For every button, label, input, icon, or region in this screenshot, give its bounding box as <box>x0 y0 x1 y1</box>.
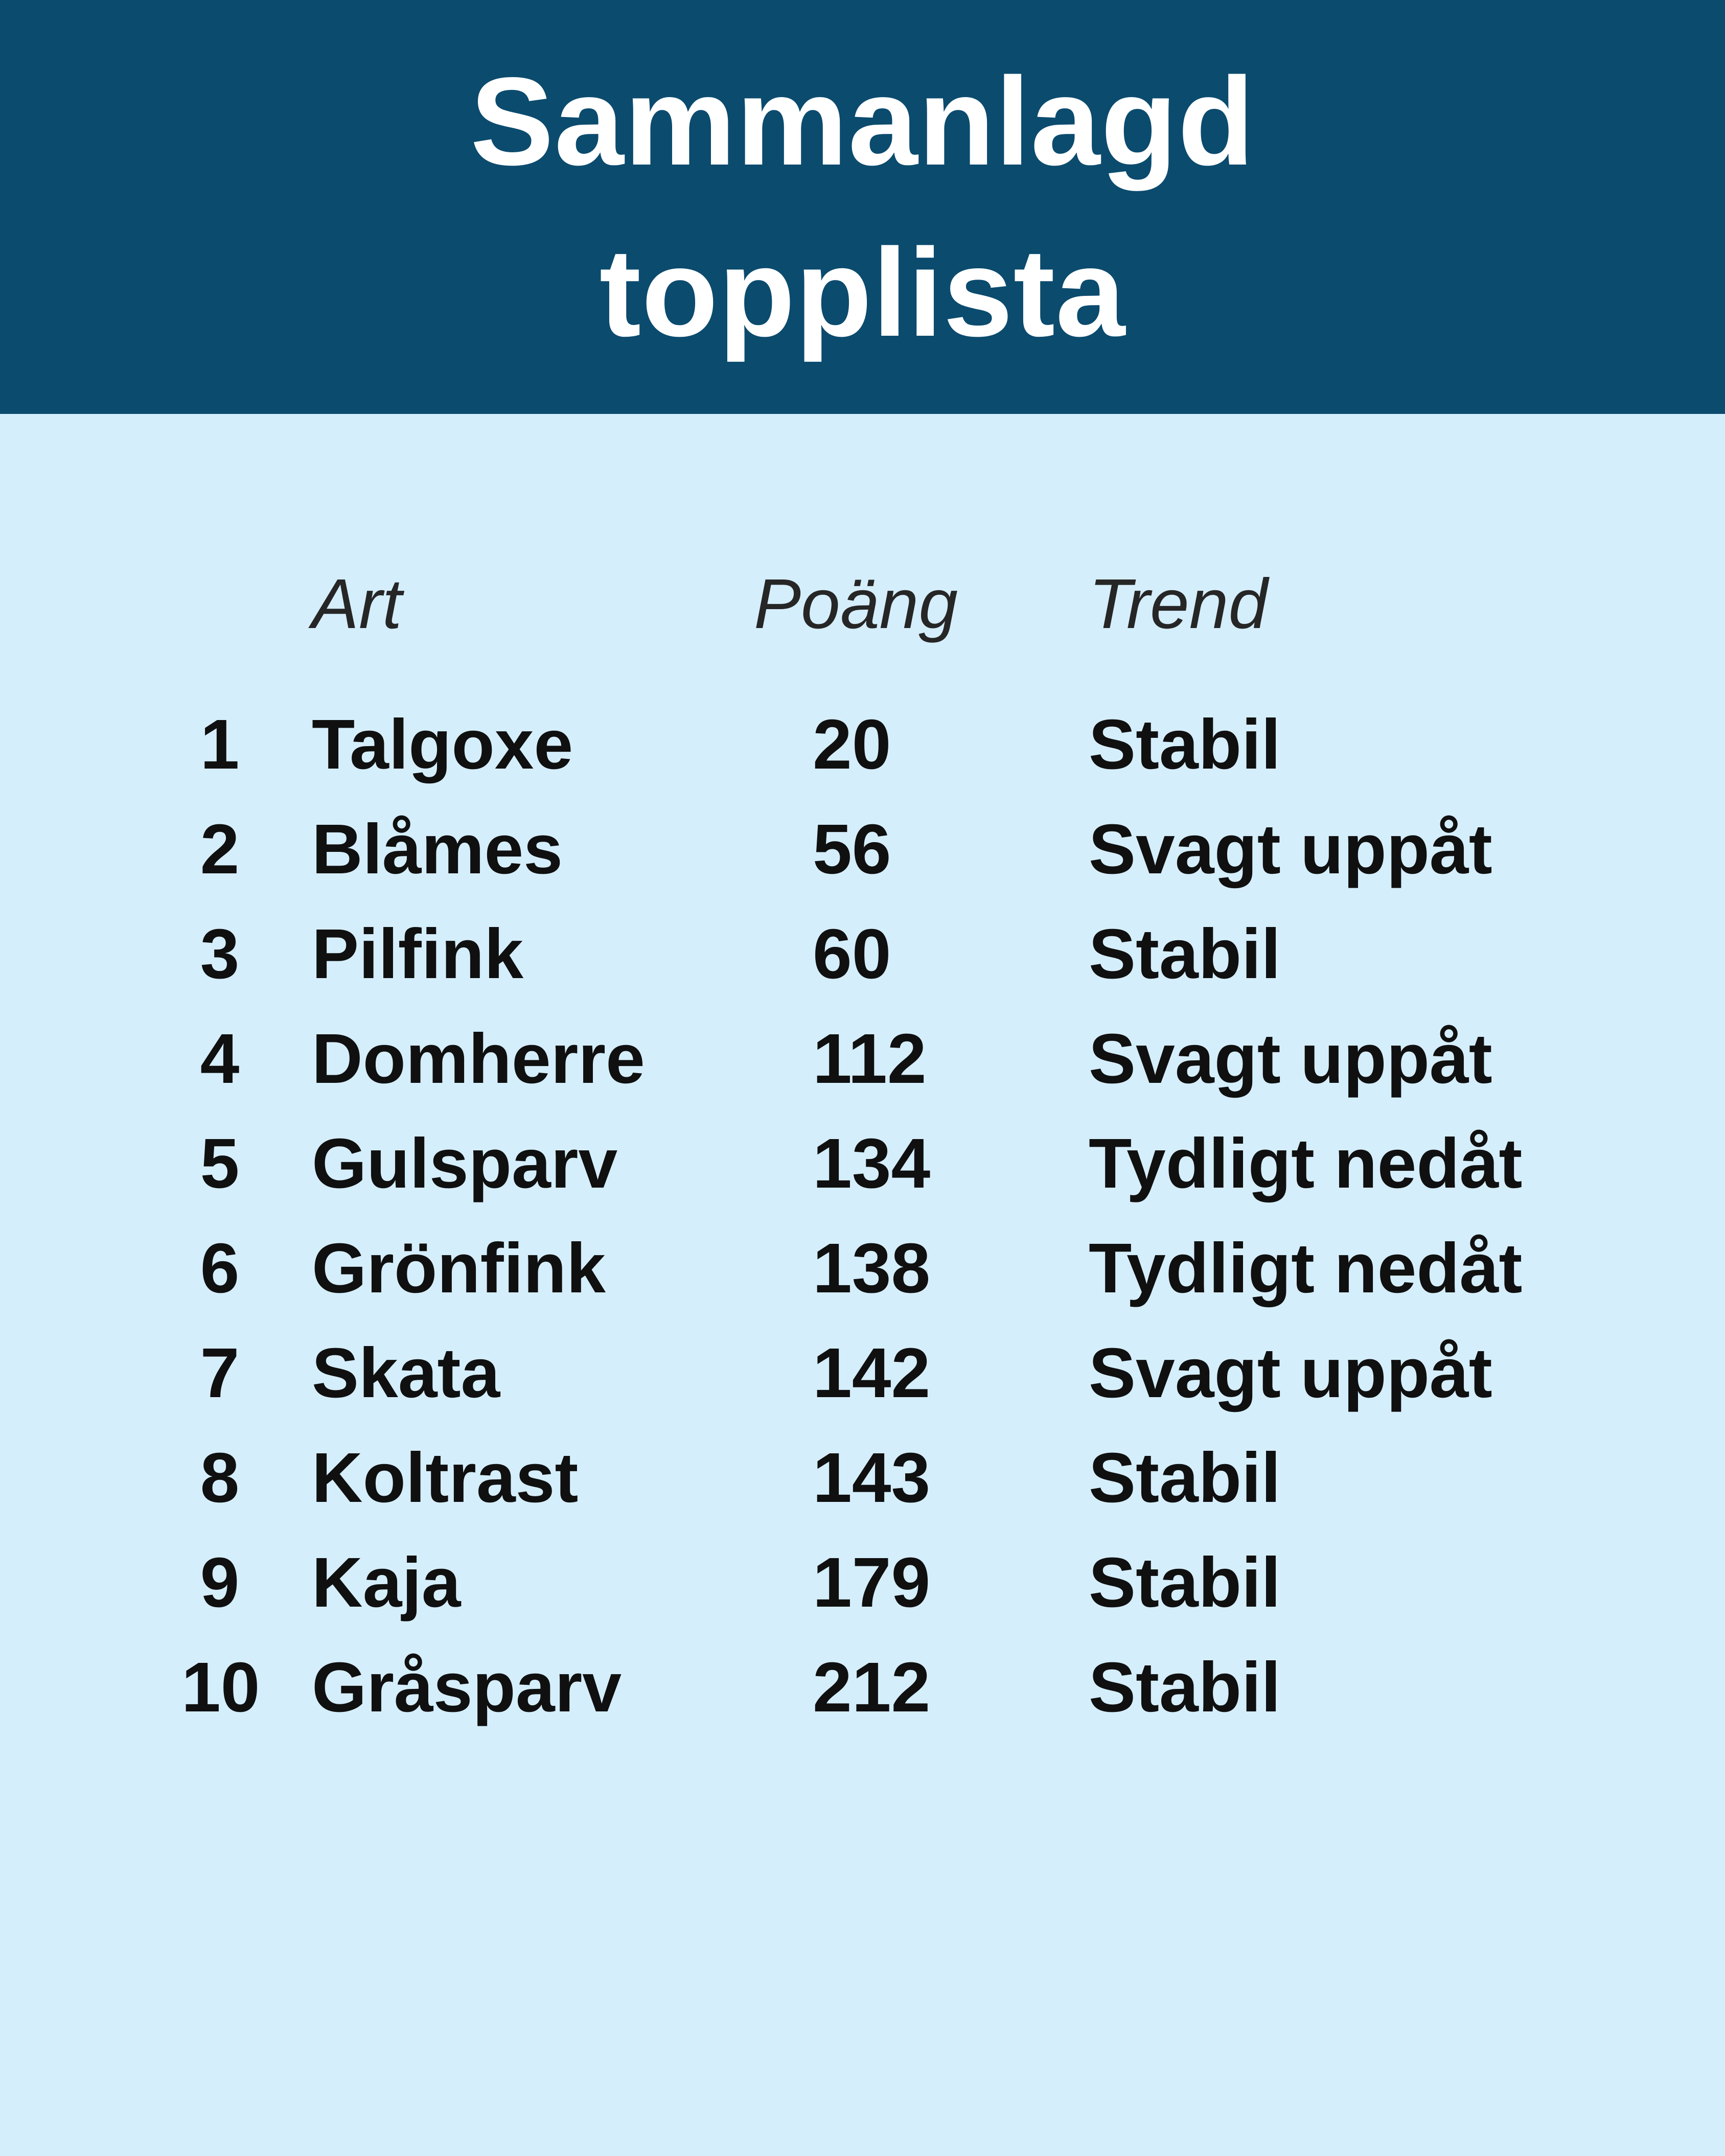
rank-column-spacer <box>181 552 258 657</box>
species-cell: Koltrast <box>312 1439 579 1517</box>
trend-cell: Stabil <box>1089 1439 1281 1517</box>
rank-cell: 3 <box>200 915 240 993</box>
rank-cell: 9 <box>200 1543 240 1622</box>
points-cell: 134 <box>813 1124 931 1203</box>
column-header-art: Art <box>312 565 402 643</box>
table-row: 3 Pilfink 60 Stabil <box>0 902 1725 1007</box>
table-row: 8 Koltrast 143 Stabil <box>0 1426 1725 1531</box>
trend-cell: Tydligt nedåt <box>1089 1124 1523 1203</box>
species-cell: Skata <box>312 1334 500 1412</box>
rank-cell: 2 <box>200 810 240 889</box>
table-row: 6 Grönfink 138 Tydligt nedåt <box>0 1216 1725 1321</box>
table-header-row: Art Poäng Trend <box>0 552 1725 657</box>
points-cell: 212 <box>813 1648 931 1727</box>
trend-cell: Svagt uppåt <box>1089 1019 1492 1098</box>
trend-cell: Stabil <box>1089 1543 1281 1622</box>
table-row: 10 Gråsparv 212 Stabil <box>0 1635 1725 1740</box>
leaderboard-table: Art Poäng Trend 1 Talgoxe 20 Stabil 2 Bl… <box>0 552 1725 1740</box>
points-cell: 56 <box>813 810 891 889</box>
trend-cell: Stabil <box>1089 705 1281 784</box>
trend-cell: Svagt uppåt <box>1089 1334 1492 1412</box>
rank-cell: 7 <box>200 1334 240 1412</box>
rank-cell: 5 <box>200 1124 240 1203</box>
species-cell: Blåmes <box>312 810 563 889</box>
species-cell: Domherre <box>312 1019 645 1098</box>
rank-cell: 8 <box>200 1439 240 1517</box>
points-cell: 20 <box>813 705 891 784</box>
trend-cell: Stabil <box>1089 1648 1281 1727</box>
points-cell: 112 <box>813 1019 927 1098</box>
species-cell: Kaja <box>312 1543 461 1622</box>
points-cell: 143 <box>813 1439 931 1517</box>
rank-cell: 10 <box>181 1648 260 1727</box>
points-cell: 179 <box>813 1543 931 1622</box>
table-row: 5 Gulsparv 134 Tydligt nedåt <box>0 1111 1725 1216</box>
species-cell: Talgoxe <box>312 705 573 784</box>
page-title-line2: topplista <box>599 222 1126 362</box>
trend-cell: Stabil <box>1089 915 1281 993</box>
table-row: 2 Blåmes 56 Svagt uppåt <box>0 797 1725 902</box>
trend-cell: Tydligt nedåt <box>1089 1229 1523 1308</box>
points-cell: 142 <box>813 1334 931 1412</box>
table-row: 9 Kaja 179 Stabil <box>0 1531 1725 1635</box>
title-banner: Sammanlagd topplista <box>0 0 1725 414</box>
page-title-line1: Sammanlagd <box>470 51 1255 191</box>
rank-cell: 4 <box>200 1019 240 1098</box>
species-cell: Gråsparv <box>312 1648 622 1727</box>
table-row: 1 Talgoxe 20 Stabil <box>0 692 1725 797</box>
table-row: 7 Skata 142 Svagt uppåt <box>0 1321 1725 1426</box>
points-cell: 138 <box>813 1229 931 1308</box>
rank-cell: 1 <box>200 705 240 784</box>
table-row: 4 Domherre 112 Svagt uppåt <box>0 1007 1725 1111</box>
species-cell: Gulsparv <box>312 1124 618 1203</box>
points-cell: 60 <box>813 915 891 993</box>
trend-cell: Svagt uppåt <box>1089 810 1492 889</box>
species-cell: Grönfink <box>312 1229 606 1308</box>
rank-cell: 6 <box>200 1229 240 1308</box>
column-header-poang: Poäng <box>754 565 958 643</box>
column-header-trend: Trend <box>1089 565 1268 643</box>
page-title: Sammanlagd topplista <box>470 36 1255 378</box>
species-cell: Pilfink <box>312 915 524 993</box>
